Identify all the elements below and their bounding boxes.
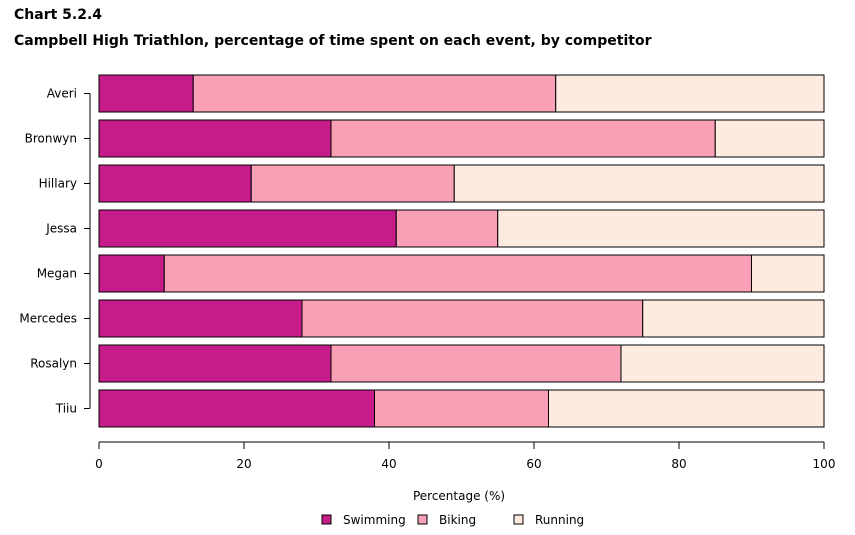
bar-swimming-mercedes [98,299,303,338]
y-tick-label: Rosalyn [30,357,77,371]
x-tick-label: 0 [95,457,103,471]
bar-biking-jessa [395,209,499,248]
x-tick-label: 20 [236,457,251,471]
bar-running-jessa [497,209,825,248]
legend-label-running: Running [535,513,584,527]
bar-running-hillary [453,164,825,203]
bar-running-averi [555,74,825,113]
bar-swimming-rosalyn [98,344,332,383]
y-tick-label: Hillary [39,177,77,191]
x-axis-label: Percentage (%) [413,489,505,503]
bar-biking-hillary [250,164,455,203]
bar-biking-rosalyn [330,344,622,383]
bar-biking-megan [163,254,752,293]
y-axis: Averi Bronwyn Hillary Jessa Megan Mercedes Ros… [19,87,91,416]
y-tick-label: Tiiu [55,402,77,416]
legend: Swimming Biking Running [321,513,584,527]
bar-biking-tiiu [374,389,549,428]
legend-label-biking: Biking [439,513,476,527]
legend-label-swimming: Swimming [343,513,406,527]
legend-swatch-running [513,514,524,525]
y-tick-label: Megan [37,267,77,281]
y-tick-label: Bronwyn [25,132,77,146]
bar-swimming-hillary [98,164,252,203]
x-axis: 0 20 40 60 80 100 [95,441,836,471]
y-tick-label: Jessa [45,222,77,236]
bar-biking-mercedes [301,299,644,338]
x-tick-label: 40 [381,457,396,471]
bars-group [98,74,825,428]
bar-running-megan [751,254,825,293]
chart-title: Chart 5.2.4 [14,7,103,23]
bar-running-tiiu [548,389,825,428]
bar-swimming-averi [98,74,194,113]
y-tick-label: Averi [47,87,77,101]
bar-swimming-tiiu [98,389,375,428]
x-tick-label: 60 [526,457,541,471]
bar-running-bronwyn [714,119,825,158]
legend-swatch-biking [417,514,428,525]
bar-running-rosalyn [620,344,825,383]
chart-subtitle: Campbell High Triathlon, percentage of t… [14,33,652,49]
y-tick-label: Mercedes [19,312,77,326]
bar-swimming-bronwyn [98,119,332,158]
bar-biking-averi [192,74,557,113]
legend-swatch-swimming [321,514,332,525]
x-tick-label: 80 [671,457,686,471]
bar-swimming-jessa [98,209,397,248]
bar-biking-bronwyn [330,119,716,158]
x-tick-label: 100 [813,457,836,471]
bar-swimming-megan [98,254,165,293]
bar-running-mercedes [642,299,825,338]
